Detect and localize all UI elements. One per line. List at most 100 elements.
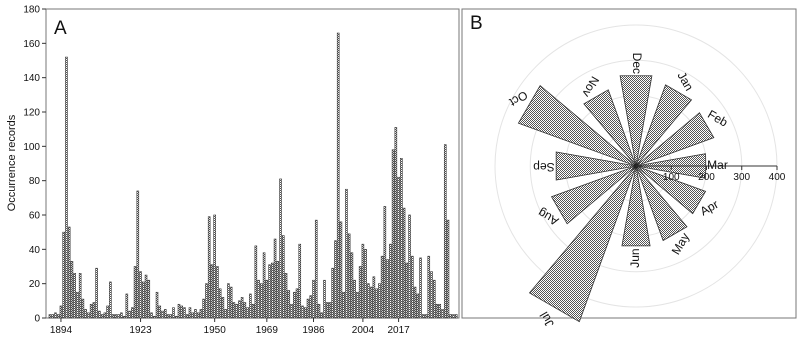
- bar: [353, 279, 356, 319]
- radial-tick-label: 200: [698, 172, 715, 183]
- bar: [367, 283, 370, 319]
- bar: [111, 314, 115, 319]
- radial-tick-label: 300: [733, 172, 750, 183]
- bar: [364, 249, 367, 319]
- bar: [454, 314, 458, 319]
- bar: [227, 283, 230, 319]
- bar: [312, 279, 315, 319]
- panel-b-radial-axis: 100 200 300 400: [636, 165, 786, 183]
- bar: [202, 298, 205, 319]
- bar: [290, 303, 293, 319]
- bar: [207, 216, 211, 319]
- x-tick-label: 1986: [302, 325, 325, 336]
- x-tick-label: 2004: [352, 325, 375, 336]
- y-tick-label: 20: [29, 279, 41, 290]
- bar: [56, 314, 60, 319]
- bar: [196, 312, 200, 319]
- bar: [216, 266, 219, 319]
- bar: [383, 206, 387, 319]
- bar: [114, 314, 118, 319]
- bar: [325, 302, 329, 319]
- wedge-oct: [517, 84, 637, 167]
- bar: [158, 305, 162, 319]
- bar: [328, 302, 332, 319]
- bar: [317, 303, 321, 319]
- bar: [251, 303, 255, 319]
- month-label: Sep: [533, 160, 555, 174]
- bar: [408, 214, 411, 319]
- bar: [232, 302, 236, 319]
- bar: [131, 307, 134, 319]
- bar: [238, 300, 241, 319]
- y-tick-label: 100: [23, 142, 40, 153]
- bar: [441, 309, 444, 319]
- bar: [413, 286, 417, 319]
- bar: [155, 291, 159, 319]
- y-tick-label: 160: [23, 39, 40, 50]
- bar: [81, 298, 85, 319]
- panel-b-letter: B: [470, 13, 483, 34]
- bar: [389, 243, 392, 319]
- y-tick-label: 0: [34, 314, 40, 325]
- bar: [240, 297, 244, 319]
- bar: [452, 314, 455, 319]
- bar: [246, 307, 249, 319]
- bar: [347, 233, 351, 319]
- bar: [199, 309, 203, 319]
- bar: [59, 305, 63, 319]
- bar: [133, 266, 137, 319]
- y-tick-label: 40: [29, 245, 41, 256]
- bar: [183, 307, 186, 319]
- bar: [386, 259, 389, 319]
- bar: [185, 314, 189, 319]
- bar: [48, 314, 52, 319]
- bar: [402, 207, 406, 319]
- bar: [284, 273, 288, 319]
- radial-tick-label: 100: [663, 172, 680, 183]
- month-label: Dec: [630, 53, 644, 74]
- bar: [257, 279, 260, 319]
- bar: [336, 32, 340, 319]
- panel-a-y-axis: 0 20 40 60 80 100 120 140 160 180: [23, 5, 46, 325]
- panel-b-wedges: [517, 75, 715, 323]
- bar: [254, 245, 258, 319]
- bar: [51, 314, 54, 319]
- bar: [249, 293, 252, 319]
- bar: [95, 267, 98, 319]
- bar: [339, 221, 343, 319]
- panel-a-letter: A: [54, 18, 67, 39]
- bar: [92, 302, 96, 319]
- wedge-feb: [635, 112, 715, 167]
- bar: [150, 312, 153, 319]
- wedge-jul: [528, 165, 637, 323]
- bar: [282, 235, 285, 319]
- bar: [73, 273, 76, 319]
- bar: [306, 298, 310, 319]
- bar: [422, 314, 425, 319]
- bar: [188, 307, 192, 319]
- bar: [446, 219, 450, 319]
- bar: [103, 312, 107, 319]
- bar: [262, 252, 266, 319]
- y-tick-label: 140: [23, 73, 40, 84]
- bar: [432, 279, 436, 319]
- bar: [380, 255, 384, 319]
- bar: [301, 305, 304, 319]
- y-tick-label: 80: [29, 176, 41, 187]
- bar: [273, 238, 277, 319]
- bar: [279, 178, 282, 319]
- bar: [65, 56, 68, 319]
- bar: [100, 314, 104, 319]
- bar: [427, 255, 431, 319]
- bar: [260, 283, 263, 319]
- bar: [438, 303, 442, 319]
- bar: [323, 279, 326, 319]
- bar: [117, 314, 120, 319]
- wedge-apr: [635, 165, 707, 215]
- bar: [287, 290, 291, 319]
- bar: [128, 310, 131, 319]
- bar: [430, 271, 433, 319]
- bar: [424, 314, 428, 319]
- bar: [449, 314, 453, 319]
